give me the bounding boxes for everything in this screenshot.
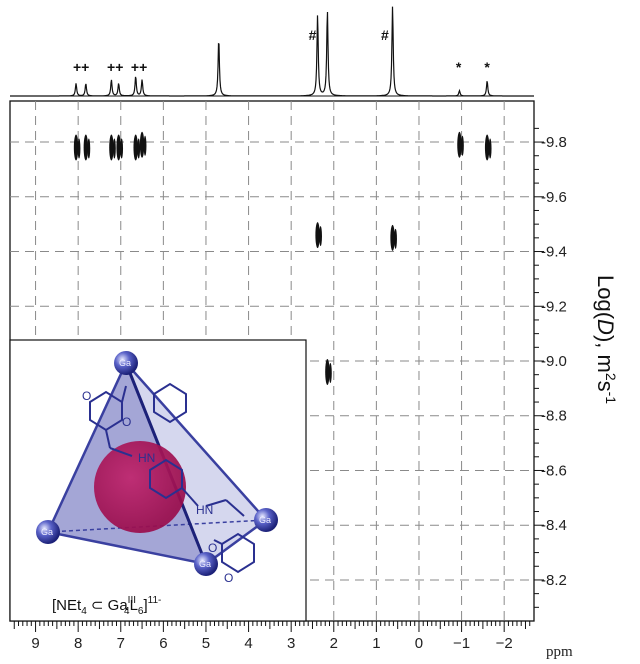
y-tick-label-8: -8.2	[541, 572, 567, 589]
cross-peak-1-0	[315, 222, 322, 249]
y-tick-label-1: -9.6	[541, 189, 567, 206]
o-label-2: O	[122, 415, 131, 429]
ga-vertex-left: Ga	[36, 520, 60, 544]
x-tick-label-6: 3	[287, 635, 295, 652]
cross-peak-2-0	[325, 358, 332, 385]
peak-markers: ++ ++ ++ # # * *	[73, 27, 490, 75]
y-tick-label-6: -8.6	[541, 462, 567, 479]
x-axis-label: ppm	[546, 644, 573, 660]
cross-peak-0-0	[73, 134, 81, 161]
y-tick-label-4: -9.0	[541, 353, 567, 370]
cross-peak-0-1	[83, 134, 91, 161]
ga-vertex-right: Ga	[254, 508, 278, 532]
peak-marker-6: *	[484, 59, 490, 75]
svg-text:Ga: Ga	[41, 527, 53, 537]
peak-marker-3: #	[309, 27, 317, 43]
x-tick-label-8: 1	[372, 635, 380, 652]
peak-marker-2: ++	[131, 59, 147, 75]
x-tick-label-4: 5	[202, 635, 210, 652]
spectrum-trace	[10, 6, 534, 97]
x-tick-label-10: −1	[453, 635, 470, 652]
x-tick-label-1: 8	[74, 635, 82, 652]
ga-vertex-bottom: Ga	[194, 552, 218, 576]
cross-peak-0-4	[133, 134, 141, 161]
cross-peaks	[73, 131, 492, 385]
cross-peak-0-6	[457, 131, 464, 158]
x-tick-label-3: 6	[159, 635, 167, 652]
y-tick-label-0: -9.8	[541, 134, 567, 151]
peak-marker-0: ++	[73, 59, 89, 75]
x-tick-label-0: 9	[31, 635, 39, 652]
inset-structure: O O O O HN HN Ga Ga Ga Ga [NEt4 ⊂ GaIII 4…	[9, 339, 307, 622]
ligand-drawing	[89, 382, 255, 574]
svg-text:Ga: Ga	[119, 358, 131, 368]
ga-vertex-top: Ga	[114, 351, 138, 375]
x-tick-label-7: 2	[330, 635, 338, 652]
cross-peak-0-7	[484, 134, 492, 161]
y-tick-label-3: -9.2	[541, 298, 567, 315]
peak-marker-1: ++	[107, 59, 123, 75]
tetrahedron-edge	[47, 519, 267, 533]
x-tick-label-5: 4	[244, 635, 252, 652]
o-label-3: O	[208, 541, 217, 555]
svg-text:Ga: Ga	[199, 559, 211, 569]
x-axis: 9 8 7 6 5 4 3 2 1 0 −1 −2	[13, 621, 531, 652]
x-tick-label-9: 0	[415, 635, 423, 652]
x-tick-label-2: 7	[117, 635, 125, 652]
svg-text:Ga: Ga	[259, 515, 271, 525]
cross-peak-0-5	[139, 131, 147, 158]
guest-sphere	[94, 441, 186, 533]
o-label-4: O	[224, 571, 233, 585]
o-label-1: O	[82, 389, 91, 403]
peak-marker-5: *	[456, 59, 462, 75]
inset-caption: [NEt4 ⊂ GaIII 4L6]11-	[52, 595, 161, 617]
cross-peak-0-3	[116, 134, 124, 161]
peak-marker-4: #	[381, 27, 389, 43]
hn-label: HN	[196, 503, 213, 517]
y-tick-label-2: -9.4	[541, 244, 567, 261]
y-tick-label-5: -8.8	[541, 408, 567, 425]
cross-peak-0-2	[109, 134, 116, 161]
y-axis: -9.8 -9.6 -9.4 -9.2 -9.0 -8.8 -8.6 -8.4 -8.2	[534, 127, 567, 608]
y-tick-label-7: -8.4	[541, 517, 567, 534]
y-axis-label: Log(D), m2s-1	[593, 275, 619, 404]
cross-peak-1-1	[390, 224, 397, 251]
nh-label: HN	[138, 451, 155, 465]
x-tick-label-11: −2	[496, 635, 513, 652]
